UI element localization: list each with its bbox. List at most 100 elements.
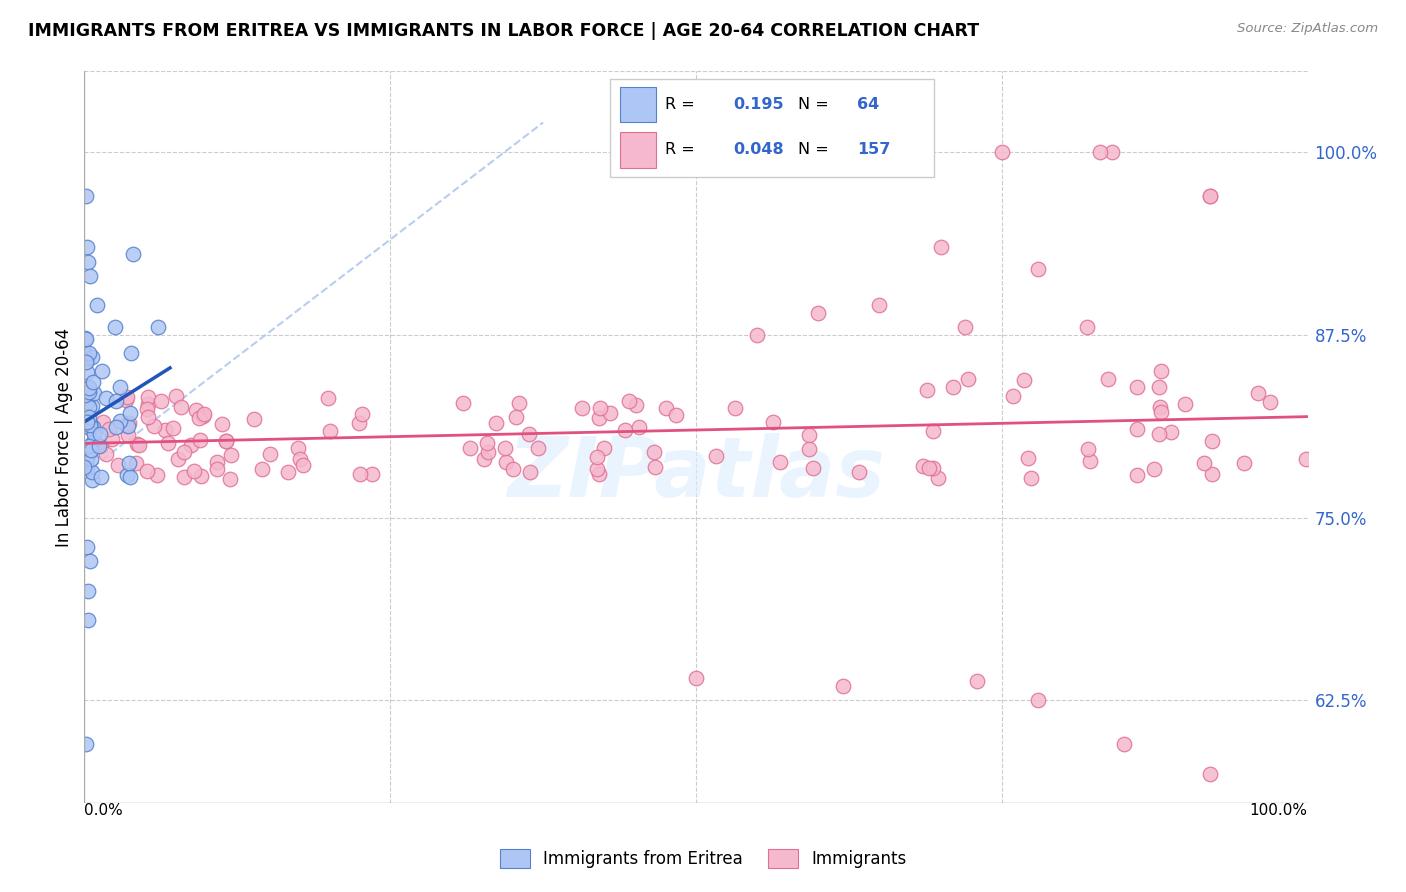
Point bbox=[505, 410, 527, 425]
Point bbox=[1126, 422, 1149, 436]
Point bbox=[927, 470, 949, 484]
Point bbox=[136, 464, 159, 478]
Point bbox=[1126, 380, 1149, 394]
Point bbox=[1247, 385, 1270, 400]
Point bbox=[90, 439, 112, 453]
Point bbox=[80, 474, 103, 488]
Point bbox=[831, 679, 853, 693]
Point bbox=[153, 423, 176, 437]
Point bbox=[1097, 372, 1119, 386]
Point bbox=[183, 464, 205, 478]
Point bbox=[1078, 454, 1101, 468]
Text: Source: ZipAtlas.com: Source: ZipAtlas.com bbox=[1237, 22, 1378, 36]
Point bbox=[115, 392, 138, 407]
Point bbox=[807, 306, 830, 320]
Point bbox=[77, 613, 100, 627]
Point bbox=[586, 462, 609, 476]
Point bbox=[120, 346, 142, 360]
Text: IMMIGRANTS FROM ERITREA VS IMMIGRANTS IN LABOR FORCE | AGE 20-64 CORRELATION CHA: IMMIGRANTS FROM ERITREA VS IMMIGRANTS IN… bbox=[28, 22, 979, 40]
Point bbox=[136, 391, 159, 405]
Point bbox=[77, 380, 100, 394]
Point bbox=[215, 434, 238, 448]
Point bbox=[79, 418, 101, 433]
Point bbox=[143, 418, 166, 433]
Point bbox=[75, 332, 97, 346]
Point bbox=[104, 419, 127, 434]
Point bbox=[82, 350, 104, 364]
Point bbox=[76, 451, 98, 466]
Point bbox=[86, 298, 108, 312]
Point bbox=[458, 441, 481, 455]
Point bbox=[1295, 451, 1317, 466]
Point bbox=[347, 416, 370, 430]
Point bbox=[124, 456, 146, 470]
Point bbox=[75, 188, 97, 202]
Point bbox=[120, 470, 142, 484]
Point bbox=[292, 458, 315, 472]
Point bbox=[665, 408, 688, 422]
Point bbox=[76, 415, 98, 429]
Point bbox=[115, 468, 138, 483]
Point bbox=[318, 391, 340, 405]
Point bbox=[77, 400, 100, 414]
Point bbox=[162, 421, 184, 435]
Point bbox=[655, 401, 678, 415]
Point bbox=[76, 240, 98, 254]
Point bbox=[290, 452, 312, 467]
Point bbox=[797, 428, 820, 442]
Point bbox=[83, 426, 105, 441]
Point bbox=[797, 442, 820, 456]
Point bbox=[75, 737, 97, 751]
Point bbox=[495, 455, 517, 469]
Point bbox=[82, 434, 104, 449]
Point bbox=[250, 462, 273, 476]
Point bbox=[91, 415, 114, 429]
Text: 100.0%: 100.0% bbox=[1250, 803, 1308, 818]
Point bbox=[79, 421, 101, 435]
Point bbox=[76, 352, 98, 367]
Point bbox=[188, 433, 211, 447]
Point bbox=[1198, 188, 1220, 202]
Point bbox=[361, 467, 384, 482]
Point bbox=[128, 438, 150, 452]
Point bbox=[79, 417, 101, 432]
Point bbox=[953, 320, 976, 334]
Point bbox=[508, 396, 530, 410]
Point bbox=[1174, 397, 1197, 411]
Point bbox=[82, 420, 104, 434]
Point bbox=[79, 269, 101, 284]
Point bbox=[1088, 145, 1111, 159]
Point bbox=[184, 403, 207, 417]
Point bbox=[221, 448, 243, 462]
Point bbox=[145, 467, 167, 482]
Point bbox=[118, 456, 141, 470]
Point bbox=[77, 439, 100, 453]
Point bbox=[170, 401, 193, 415]
Point bbox=[77, 254, 100, 268]
Point bbox=[105, 393, 128, 408]
Point bbox=[1012, 373, 1035, 387]
Point bbox=[599, 406, 621, 420]
Point bbox=[922, 425, 945, 439]
Point bbox=[1192, 456, 1215, 470]
Point bbox=[869, 298, 891, 312]
Point bbox=[90, 469, 112, 483]
Point bbox=[76, 460, 98, 475]
Point bbox=[76, 394, 98, 409]
Point bbox=[588, 467, 610, 481]
Point bbox=[349, 467, 371, 481]
Point bbox=[592, 442, 614, 456]
Point bbox=[1101, 145, 1123, 159]
Point bbox=[1233, 456, 1256, 470]
Point bbox=[706, 449, 728, 463]
Text: ZIPatlas: ZIPatlas bbox=[508, 434, 884, 514]
Point bbox=[1198, 766, 1220, 780]
Point bbox=[101, 432, 124, 446]
Point bbox=[75, 455, 97, 469]
Point bbox=[477, 445, 499, 459]
Point bbox=[150, 393, 173, 408]
Point bbox=[211, 417, 233, 431]
Point bbox=[94, 391, 117, 405]
Point bbox=[494, 441, 516, 455]
Point bbox=[352, 407, 374, 421]
